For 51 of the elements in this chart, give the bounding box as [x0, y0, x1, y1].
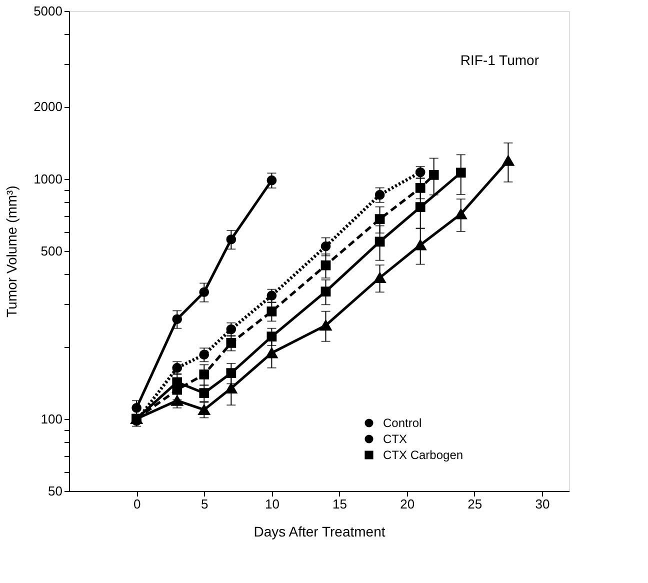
- point: [374, 190, 385, 200]
- y-tick-label: 2000: [34, 99, 62, 114]
- point: [266, 332, 277, 342]
- point: [428, 170, 439, 180]
- y-axis-title: Tumor Volume (mm³): [4, 186, 20, 318]
- point: [199, 287, 210, 298]
- point: [415, 182, 426, 193]
- point: [320, 260, 331, 270]
- x-tick-label: 0: [133, 496, 141, 512]
- point: [266, 348, 278, 358]
- y-tick-label: 5000: [34, 4, 62, 18]
- point: [320, 320, 332, 331]
- point: [415, 202, 426, 212]
- point: [199, 369, 210, 380]
- point: [320, 286, 331, 296]
- point: [198, 404, 210, 416]
- point: [199, 350, 210, 360]
- point: [225, 382, 238, 394]
- legend-label: CTX: [383, 432, 407, 446]
- point: [456, 168, 466, 178]
- y-tick-label: 50: [48, 484, 62, 498]
- y-tick-label: 100: [40, 411, 62, 426]
- x-tick-label: 10: [264, 496, 280, 512]
- point: [454, 208, 467, 220]
- point: [266, 175, 277, 186]
- x-tick-label: 5: [201, 496, 208, 512]
- x-tick-label: 15: [332, 496, 348, 512]
- x-tick-label: 20: [400, 496, 415, 512]
- point: [226, 368, 236, 378]
- x-tick-label: 30: [535, 496, 550, 512]
- point: [171, 395, 184, 406]
- point: [172, 314, 182, 324]
- x-axis-title: Days After Treatment: [254, 524, 386, 540]
- point: [374, 214, 385, 224]
- point: [414, 240, 426, 250]
- annotation: RIF-1 Tumor: [460, 52, 540, 68]
- point: [199, 388, 210, 398]
- x-tick-label: 25: [468, 496, 482, 512]
- y-tick-label: 500: [40, 244, 62, 258]
- point: [226, 234, 236, 244]
- legend-label: Control: [383, 416, 422, 430]
- y-tick-label: 1000: [34, 171, 62, 186]
- legend-label: CTX Carbogen: [383, 448, 464, 462]
- point: [320, 241, 331, 252]
- point: [132, 402, 142, 413]
- point: [502, 155, 514, 166]
- point: [266, 306, 277, 316]
- point: [374, 272, 386, 283]
- point: [226, 338, 236, 348]
- point: [374, 236, 385, 247]
- point: [226, 324, 236, 334]
